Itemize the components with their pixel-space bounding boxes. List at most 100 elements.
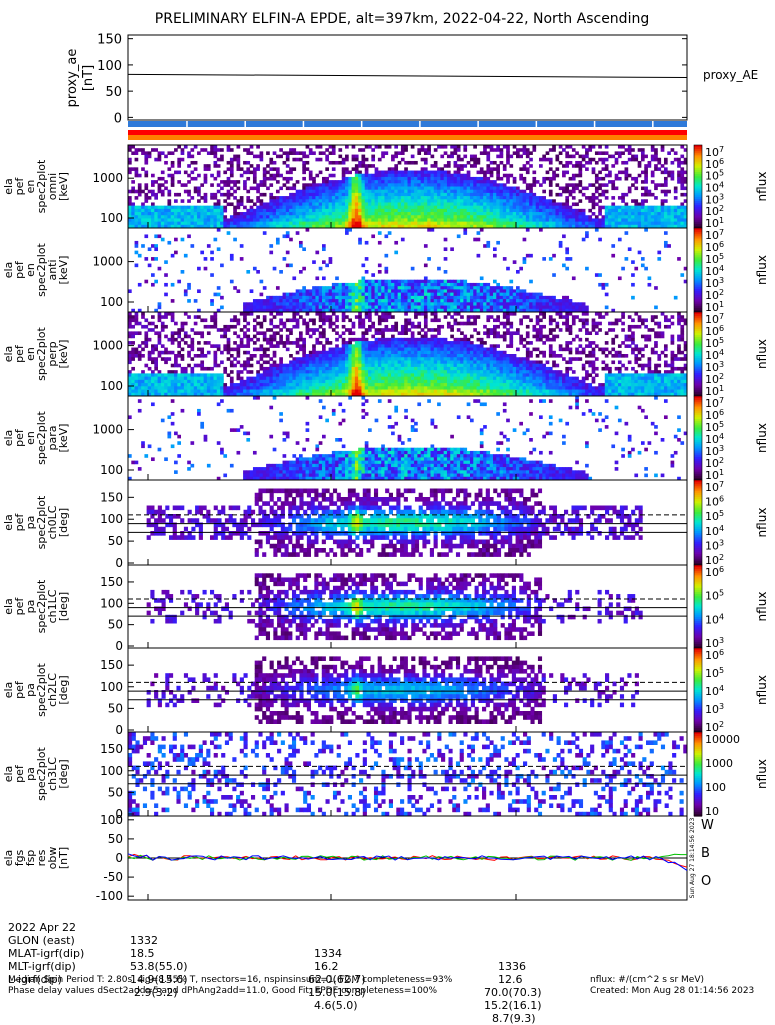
pef_en_spec2plot_omni-cell [260,155,264,159]
pef_en_spec2plot_perp-cell [227,344,231,348]
pef_en_spec2plot_perp-cell [154,348,158,352]
pef_en_spec2plot_omni-cell [569,206,573,210]
pef_en_spec2plot_perp-cell [200,348,204,352]
pef_en_spec2plot_omni-cell [414,212,418,216]
pef_en_spec2plot_omni-cell [306,206,310,210]
pef_en_spec2plot_perp-cell [319,331,323,335]
pef_en_spec2plot_perp-cell [164,335,168,339]
pef_en_spec2plot_omni-cell [358,193,362,197]
pef_en_spec2plot_anti-cell [552,306,556,310]
pef_en_spec2plot_perp-cell [266,338,270,342]
pef_en_spec2plot_anti-cell [260,280,264,284]
pef_en_spec2plot_omni-cell [266,218,270,222]
pef_en_spec2plot_perp-cell [315,338,319,342]
pef_en_spec2plot_anti-cell [348,283,352,287]
pef_en_spec2plot_omni-cell [348,180,352,184]
pef_en_spec2plot_anti-cell [345,289,349,293]
pef_en_spec2plot_omni-cell [496,167,500,171]
pef_en_spec2plot_omni-cell [352,199,356,203]
pef_en_spec2plot_omni-cell [539,164,543,168]
pef_en_spec2plot_anti-cell [536,302,540,306]
pef_en_spec2plot_omni-cell [664,209,668,213]
pef_en_spec2plot_omni-cell [444,145,448,149]
pef_en_spec2plot_anti-cell [315,296,319,300]
pef_en_spec2plot_anti-cell [279,270,283,274]
pef_en_spec2plot_omni-cell [237,199,241,203]
pef_en_spec2plot_perp-cell [312,348,316,352]
pef_en_spec2plot_omni-cell [671,218,675,222]
pef_en_spec2plot_perp-cell [190,390,194,394]
pef_en_spec2plot_anti-cell [552,296,556,300]
pef_en_spec2plot_omni-cell [381,155,385,159]
pef_en_spec2plot_perp-cell [177,373,181,377]
pef_en_spec2plot_omni-cell [338,202,342,206]
pef_en_spec2plot_omni-cell [671,148,675,152]
pef_en_spec2plot_anti-cell [473,238,477,242]
pef_en_spec2plot_omni-cell [404,222,408,226]
pef_en_spec2plot_anti-cell [470,289,474,293]
pef_en_spec2plot_omni-cell [569,183,573,187]
pef_en_spec2plot_omni-cell [329,199,333,203]
pef_en_spec2plot_perp-cell [167,377,171,381]
pef_en_spec2plot_anti-cell [496,241,500,245]
pef_en_spec2plot_omni-cell [213,145,217,149]
pef_en_spec2plot_omni-cell [634,206,638,210]
pef_en_spec2plot_anti-cell [411,280,415,284]
pef_en_spec2plot_perp-cell [276,344,280,348]
pef_en_spec2plot_perp-cell [227,325,231,329]
pef_en_spec2plot_omni-cell [151,202,155,206]
pef_en_spec2plot_anti-cell [457,306,461,310]
pef_en_spec2plot_anti-cell [312,302,316,306]
pef_en_spec2plot_omni-cell [371,199,375,203]
pef_en_spec2plot_omni-cell [404,148,408,152]
pef_en_spec2plot_omni-cell [230,222,234,226]
pef_en_spec2plot_anti-cell [296,296,300,300]
pef_en_spec2plot_omni-cell [611,215,615,219]
pef_en_spec2plot_omni-cell [582,158,586,162]
pef_en_spec2plot_perp-cell [309,377,313,381]
pef_en_spec2plot_omni-cell [378,190,382,194]
pef_en_spec2plot_omni-cell [408,180,412,184]
pef_en_spec2plot_omni-cell [628,212,632,216]
pef_en_spec2plot_anti-cell [338,286,342,290]
pef_en_spec2plot_perp-cell [302,370,306,374]
pef_en_spec2plot_omni-cell [401,218,405,222]
pef_en_spec2plot_anti-cell [371,289,375,293]
pef_en_spec2plot_omni-cell [233,212,237,216]
pef_en_spec2plot_omni-cell [187,155,191,159]
pef_en_spec2plot_omni-cell [207,164,211,168]
pef_en_spec2plot_anti-cell [532,306,536,310]
pef_en_spec2plot_omni-cell [414,209,418,213]
pef_en_spec2plot_perp-cell [220,383,224,387]
pef_en_spec2plot_perp-cell [243,312,247,316]
pef_en_spec2plot_omni-cell [332,183,336,187]
pef_en_spec2plot_omni-cell [358,199,362,203]
pef_en_spec2plot_omni-cell [204,148,208,152]
pef_en_spec2plot_anti-cell [457,283,461,287]
pef_en_spec2plot_omni-cell [309,202,313,206]
pef_en_spec2plot_anti-cell [417,293,421,297]
pef_en_spec2plot_perp-cell [329,367,333,371]
pef_en_spec2plot_omni-cell [220,206,224,210]
pef_en_spec2plot_omni-cell [431,187,435,191]
pef_en_spec2plot_omni-cell [549,209,553,213]
pef_en_spec2plot_anti-cell [187,234,191,238]
pef_en_spec2plot_omni-cell [572,148,576,152]
pef_en_spec2plot_omni-cell [299,209,303,213]
pef_en_spec2plot_omni-cell [141,202,145,206]
pef_en_spec2plot_anti-cell [470,306,474,310]
pef_en_spec2plot_omni-cell [565,196,569,200]
pef_en_spec2plot_omni-cell [588,218,592,222]
pef_en_spec2plot_anti-cell [348,289,352,293]
pef_en_spec2plot_perp-cell [227,351,231,355]
pef_en_spec2plot_omni-cell [174,212,178,216]
pef_en_spec2plot_anti-cell [289,264,293,268]
pef_en_spec2plot_perp-cell [190,367,194,371]
pef_en_spec2plot_anti-cell [384,280,388,284]
pef_en_spec2plot_omni-cell [213,164,217,168]
pef_en_spec2plot_perp-cell [335,354,339,358]
pef_en_spec2plot_omni-cell [329,190,333,194]
pef_en_spec2plot_omni-cell [365,158,369,162]
pef_en_spec2plot_omni-cell [361,148,365,152]
pef_en_spec2plot_anti-cell [486,241,490,245]
